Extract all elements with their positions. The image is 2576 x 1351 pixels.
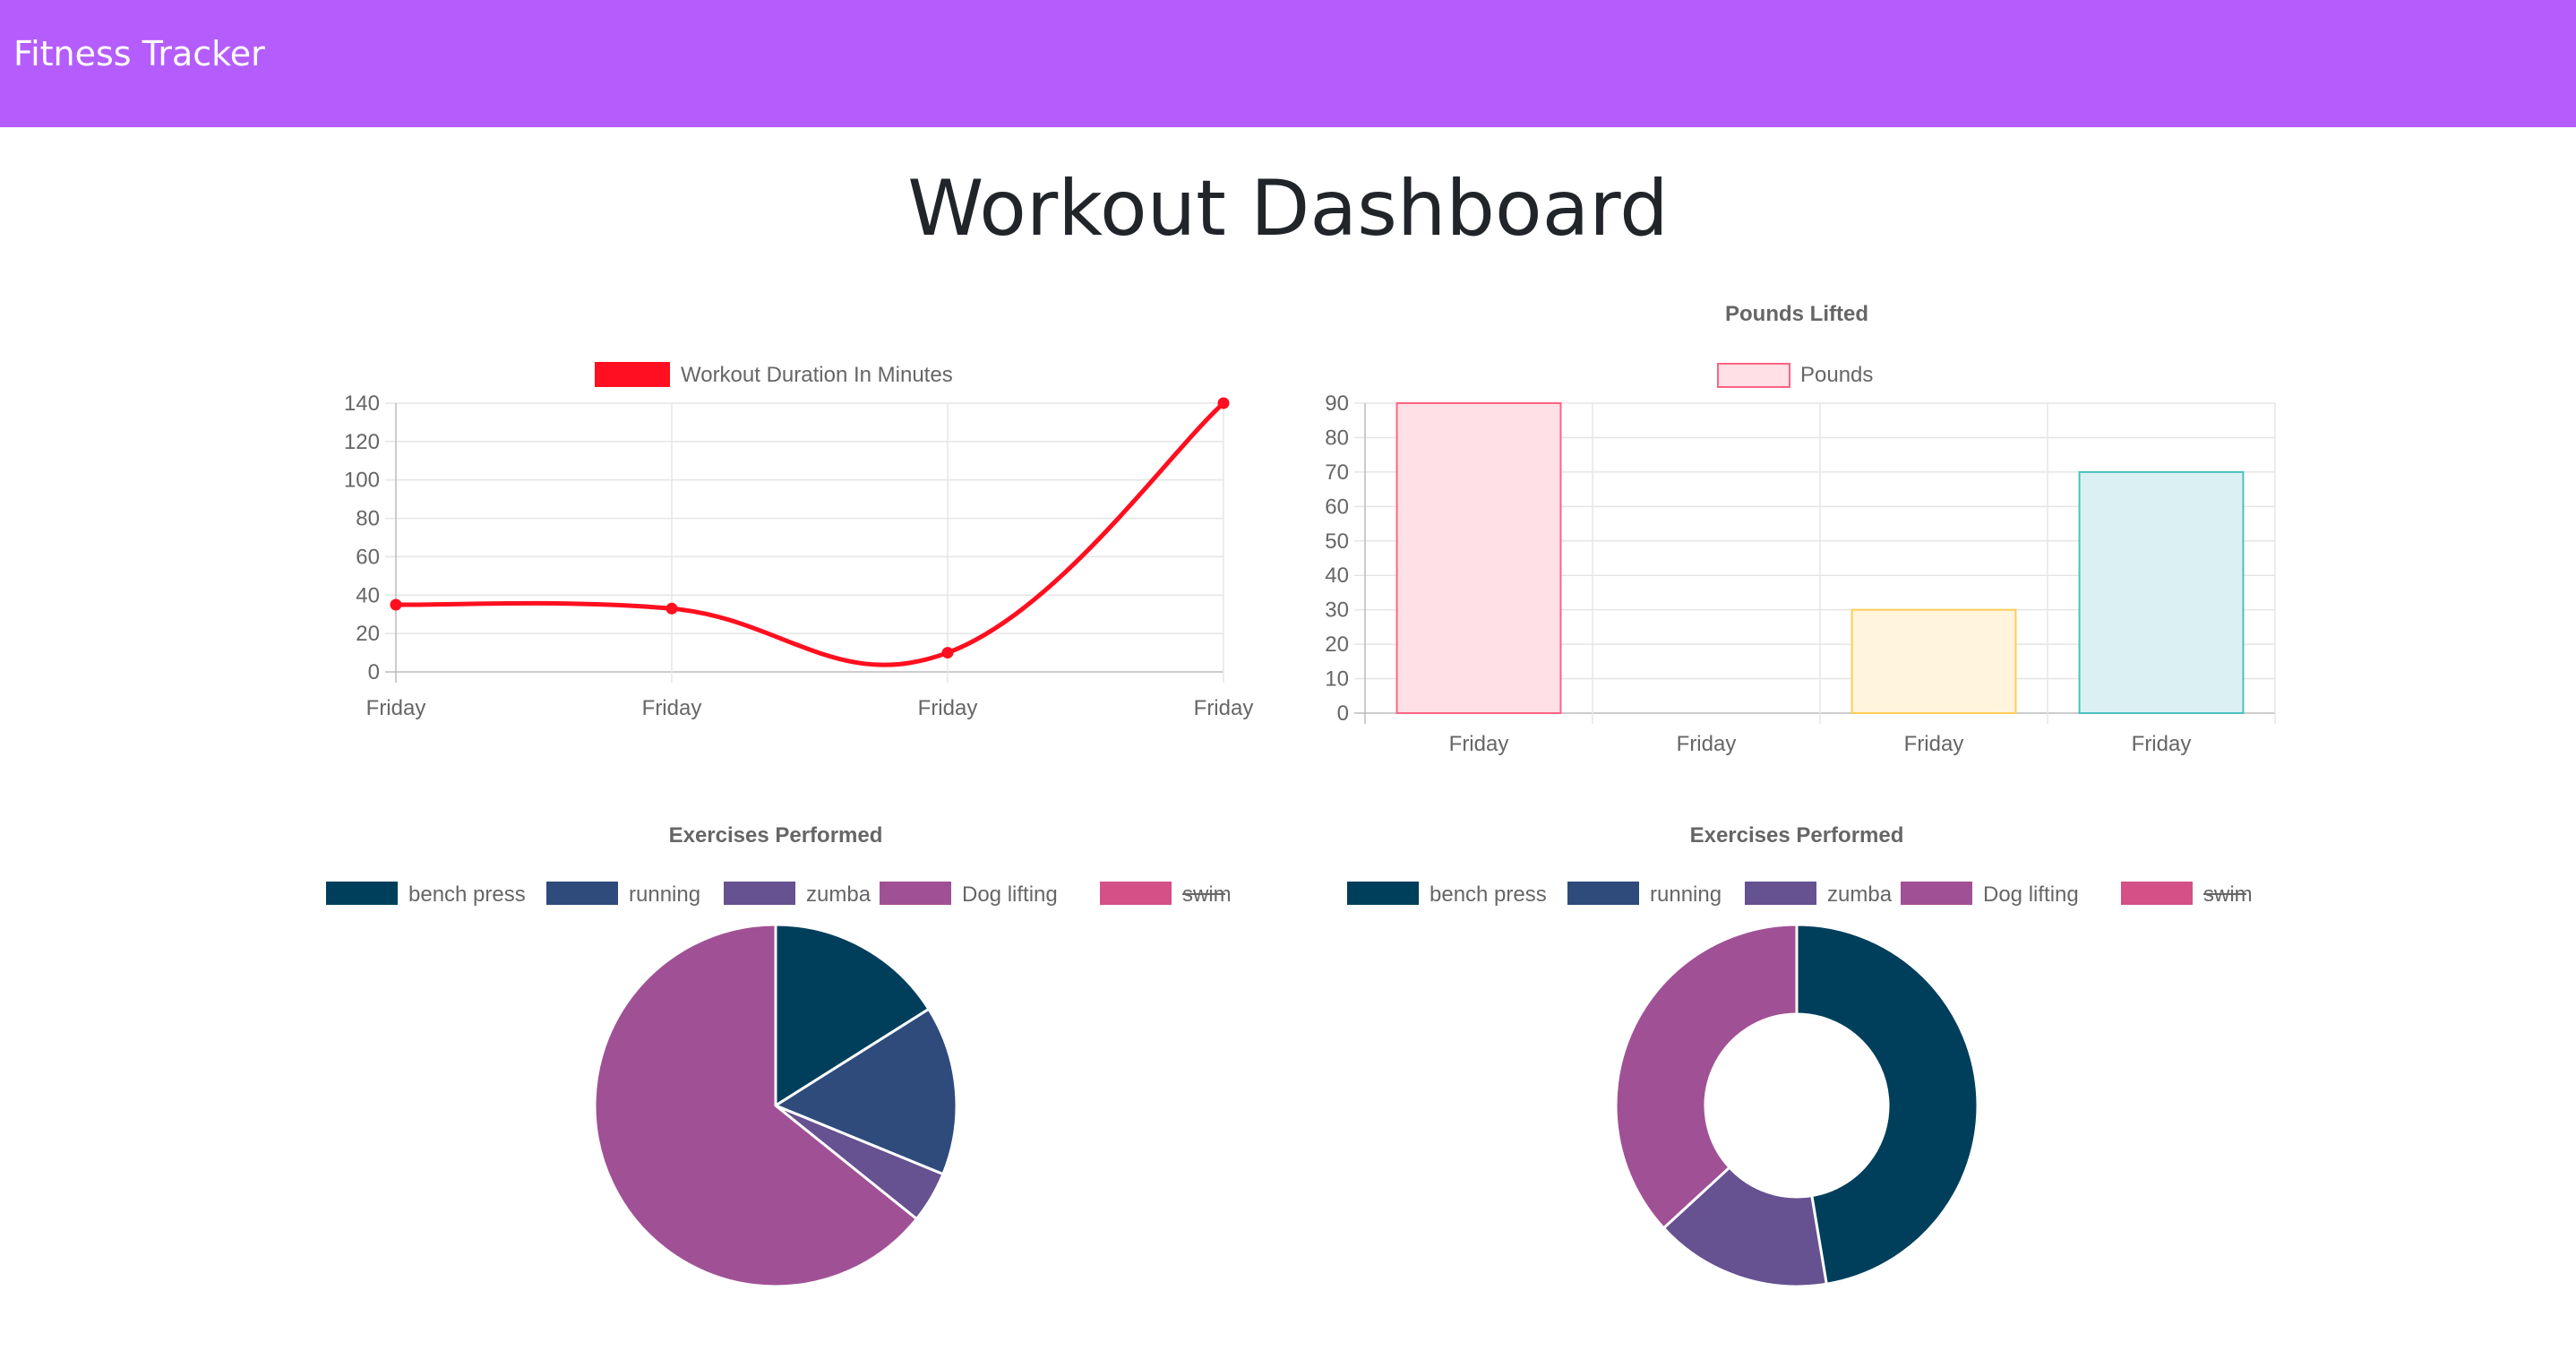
- slice-bench-press[interactable]: [1795, 923, 1979, 1286]
- chart-title: Pounds Lifted: [1725, 302, 1868, 326]
- pounds-bar-chart: Pounds Lifted Pounds 0 10 20 30 40 50 60 70 80 90 F…: [1325, 302, 2276, 756]
- legend-swatch: [326, 882, 398, 905]
- x-tick-label: Friday: [918, 696, 978, 720]
- exercises-pie-chart: Exercises Performed bench press running zu…: [326, 823, 1232, 1288]
- legend-swatch: [546, 882, 618, 905]
- legend-swatch: [2121, 882, 2193, 905]
- legend-item-zumba[interactable]: zumba: [724, 882, 872, 907]
- legend-item-running[interactable]: running: [546, 882, 700, 907]
- y-tick-label: 90: [1325, 392, 1349, 416]
- y-tick-label: 60: [1325, 495, 1349, 519]
- y-tick-label: 10: [1325, 667, 1349, 692]
- y-tick-label: 20: [1325, 632, 1349, 657]
- legend-label: Dog lifting: [962, 882, 1058, 907]
- y-tick-label: 40: [1325, 564, 1349, 588]
- legend-label: Dog lifting: [1983, 882, 2079, 907]
- legend-item-swim[interactable]: swim: [2121, 882, 2253, 907]
- x-tick-label: Friday: [1904, 732, 1964, 756]
- slice-dog-lifting[interactable]: [593, 923, 919, 1288]
- slice-bench-press[interactable]: [774, 923, 931, 1108]
- x-tick-label: Friday: [1194, 696, 1254, 720]
- data-point[interactable]: [1217, 397, 1230, 409]
- legend-item-dog-lifting[interactable]: Dog lifting: [1901, 882, 2079, 907]
- data-point[interactable]: [665, 602, 678, 615]
- legend-item-zumba[interactable]: zumba: [1745, 882, 1893, 907]
- legend-swatch: [1717, 363, 1790, 388]
- y-tick-label: 40: [356, 583, 380, 607]
- legend-swatch: [1347, 882, 1419, 905]
- legend-swatch: [724, 882, 795, 905]
- y-tick-label: 30: [1325, 598, 1349, 623]
- y-tick-label: 120: [344, 430, 380, 454]
- legend-label: bench press: [408, 882, 526, 907]
- legend-swatch: [880, 882, 951, 905]
- x-tick-label: Friday: [1449, 732, 1509, 756]
- legend-label: running: [1650, 882, 1722, 907]
- page-title: Workout Dashboard: [907, 164, 1669, 254]
- legend-item-dog-lifting[interactable]: Dog lifting: [880, 882, 1058, 907]
- slice-running[interactable]: [772, 1007, 958, 1176]
- legend-item-bench-press[interactable]: bench press: [326, 882, 526, 907]
- y-tick-label: 80: [356, 507, 380, 531]
- bar[interactable]: [1850, 608, 2017, 714]
- x-tick-label: Friday: [642, 696, 702, 720]
- exercises-donut-chart: Exercises Performed bench press running zu…: [1347, 823, 2253, 1288]
- legend-label: zumba: [806, 882, 872, 907]
- y-tick-label: 80: [1325, 426, 1349, 450]
- y-tick-label: 140: [344, 392, 380, 416]
- y-tick-label: 50: [1325, 529, 1349, 554]
- legend-swatch: [595, 362, 670, 387]
- legend-label: running: [629, 882, 700, 907]
- data-point[interactable]: [390, 598, 402, 611]
- x-tick-label: Friday: [366, 696, 426, 720]
- y-tick-label: 20: [356, 622, 380, 646]
- duration-line-chart: Workout Duration In Minutes 0 20 40 60 80 100 1…: [344, 362, 1254, 720]
- legend-swatch: [1100, 882, 1172, 905]
- chart-title: Exercises Performed: [669, 823, 883, 848]
- legend-label: Pounds: [1800, 363, 1873, 387]
- legend-item-running[interactable]: running: [1567, 882, 1722, 907]
- y-tick-label: 0: [368, 660, 380, 684]
- legend-swatch: [1901, 882, 1972, 905]
- y-tick-label: 100: [344, 469, 380, 493]
- top-navbar: Fitness Tracker: [0, 0, 2576, 127]
- legend-item-pounds[interactable]: Pounds: [1717, 363, 1873, 388]
- slice-dog-lifting[interactable]: [1614, 923, 1799, 1230]
- series-line-duration: [395, 401, 1225, 667]
- legend-swatch: [1567, 882, 1639, 905]
- data-point[interactable]: [941, 647, 954, 659]
- legend-label: Workout Duration In Minutes: [681, 363, 953, 387]
- legend-item-bench-press[interactable]: bench press: [1347, 882, 1547, 907]
- legend-item-swim[interactable]: swim: [1100, 882, 1232, 907]
- chart-title: Exercises Performed: [1690, 823, 1904, 848]
- brand-link[interactable]: Fitness Tracker: [13, 34, 265, 73]
- bar[interactable]: [1395, 402, 1562, 714]
- legend-swatch: [1745, 882, 1816, 905]
- y-tick-label: 0: [1337, 701, 1349, 726]
- x-tick-label: Friday: [2132, 732, 2192, 756]
- y-tick-label: 70: [1325, 460, 1349, 485]
- legend-label: bench press: [1430, 882, 1547, 907]
- bar[interactable]: [2078, 470, 2245, 714]
- x-tick-label: Friday: [1677, 732, 1737, 756]
- legend-item-duration[interactable]: Workout Duration In Minutes: [595, 362, 953, 387]
- legend-label: zumba: [1827, 882, 1893, 907]
- y-tick-label: 60: [356, 545, 380, 569]
